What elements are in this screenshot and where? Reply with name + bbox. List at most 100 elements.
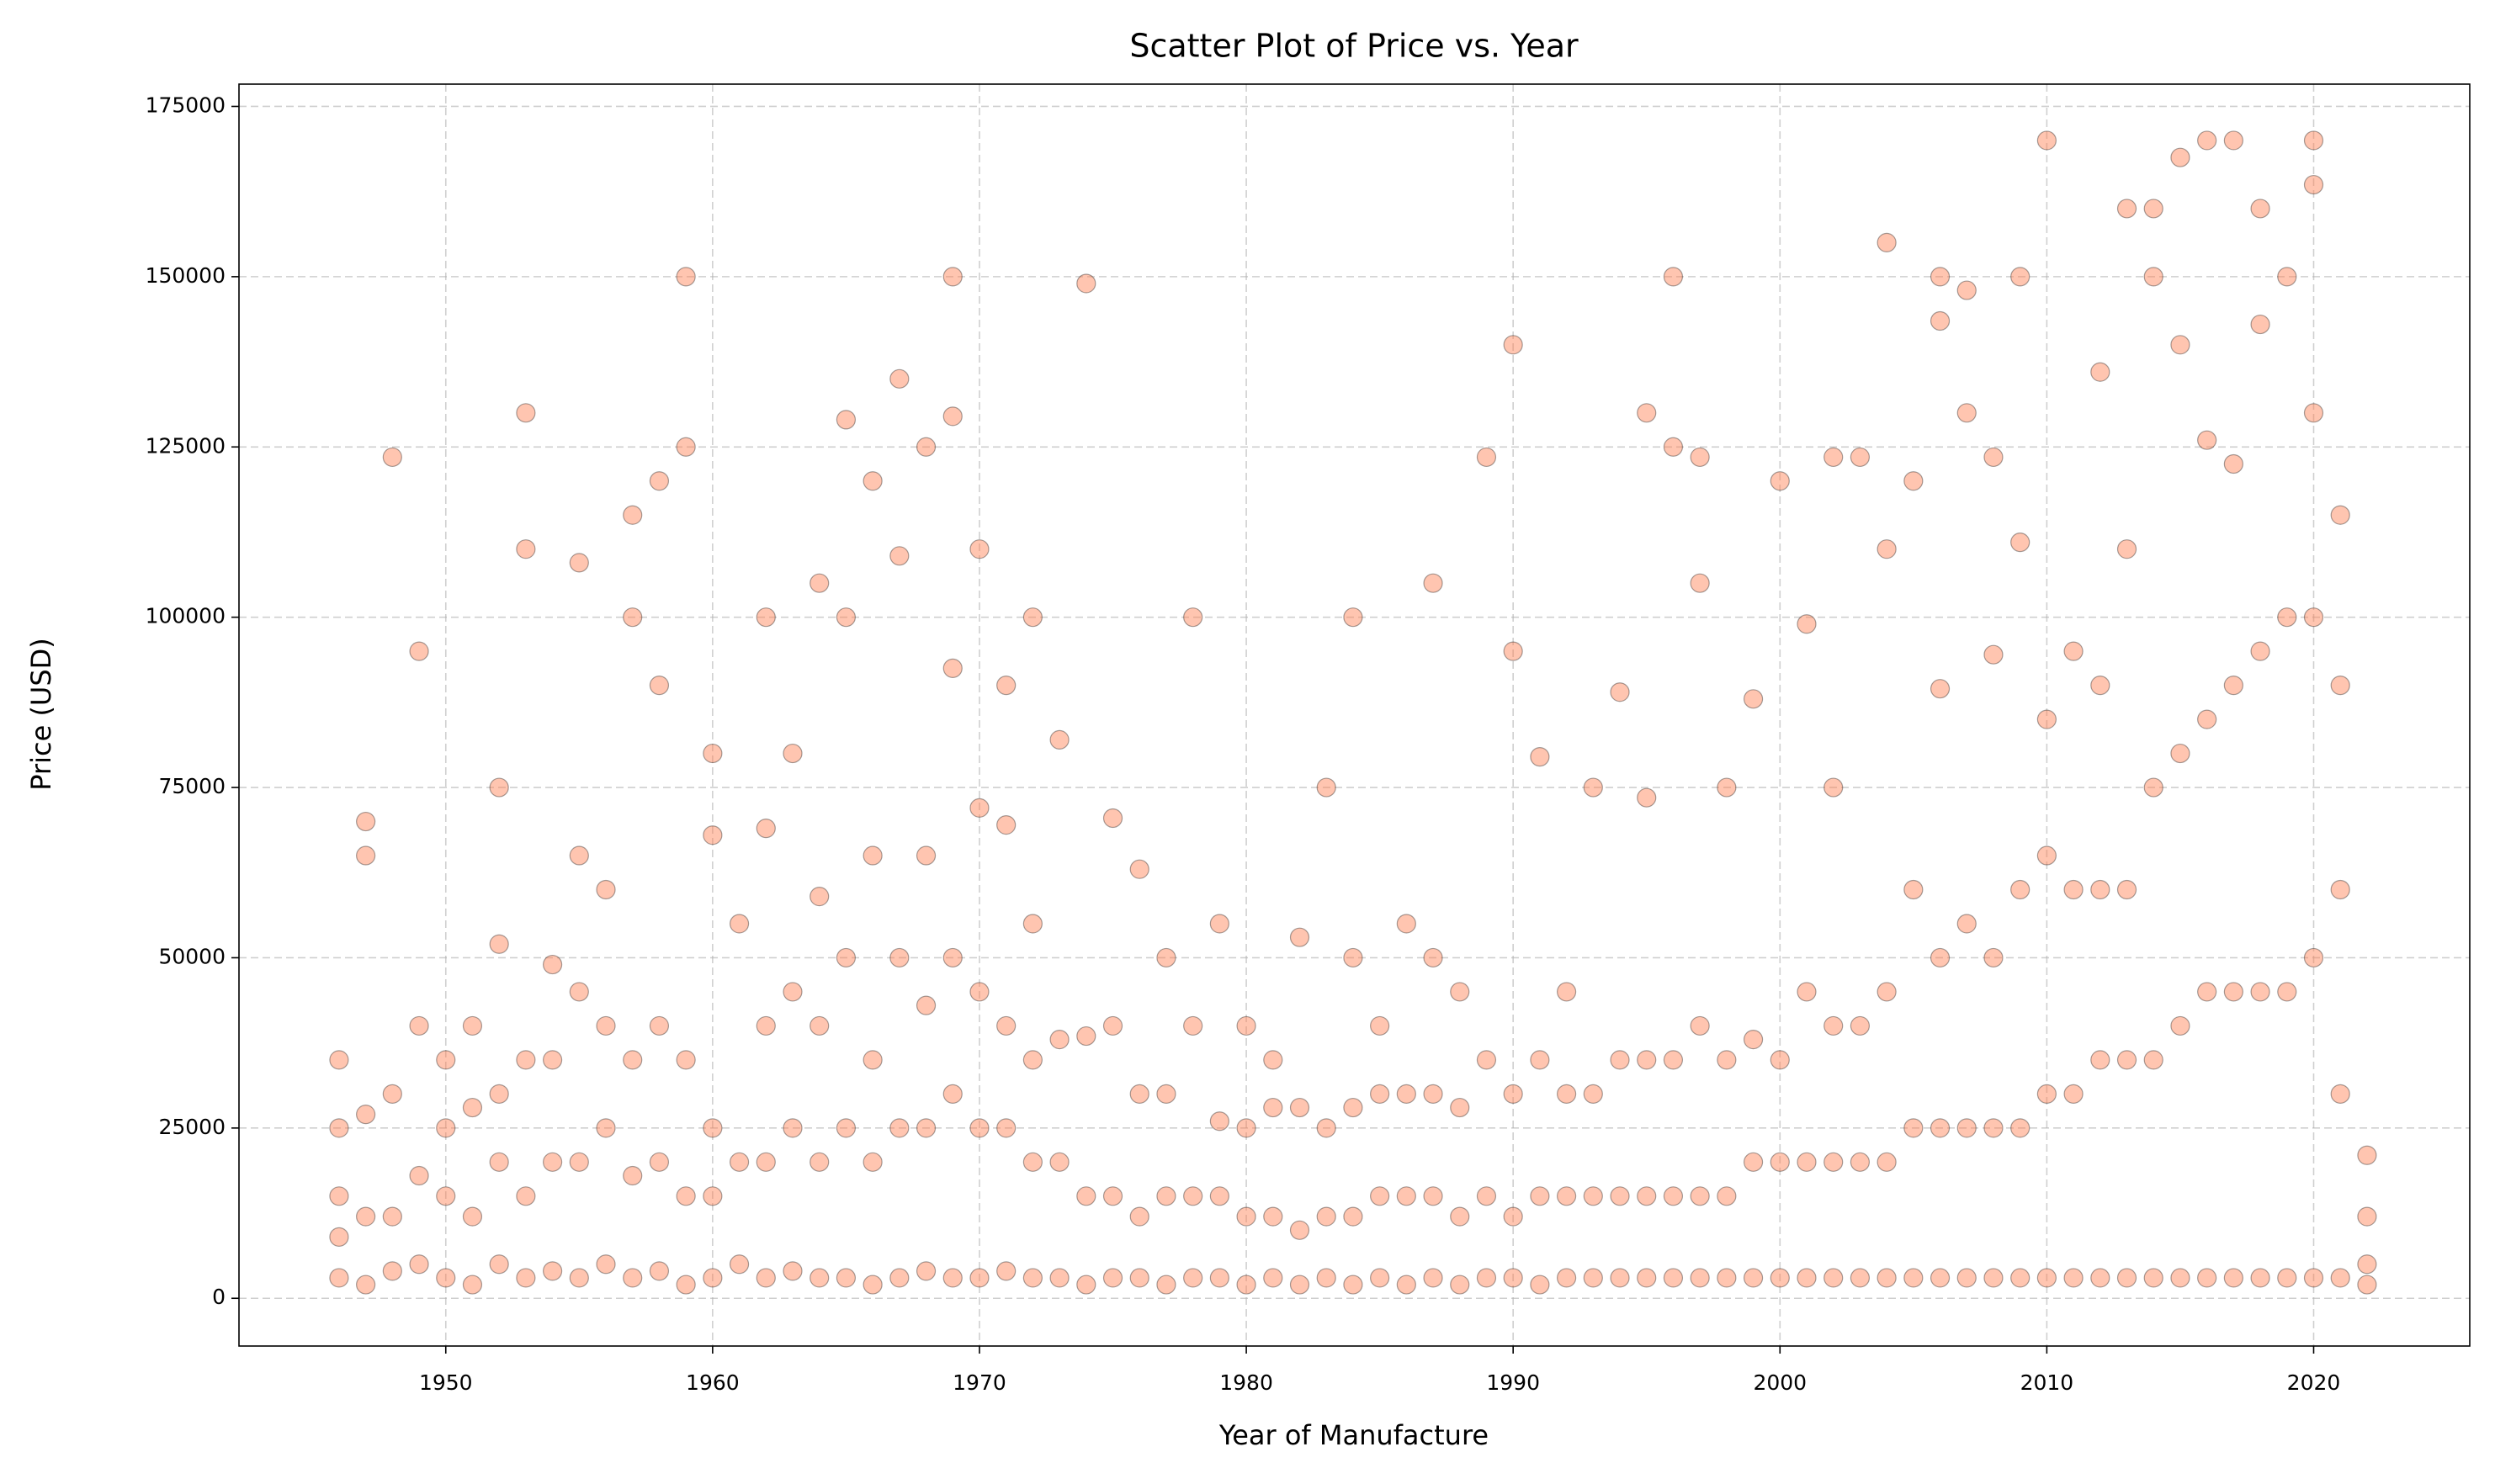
point (1450, 1097, 1470, 1118)
point (942, 1084, 963, 1104)
point (1076, 1186, 1096, 1206)
point (2063, 1268, 2084, 1288)
point (2250, 1268, 2270, 1288)
point (1129, 1206, 1149, 1227)
point (1797, 1152, 1817, 1172)
point (836, 1118, 857, 1138)
x-axis-label: Year of Manufacture (1218, 1419, 1489, 1451)
point (2143, 777, 2163, 798)
point (1583, 1084, 1603, 1104)
point (2143, 1050, 2163, 1070)
point (1770, 1050, 1790, 1070)
point (1556, 1084, 1577, 1104)
point (356, 845, 376, 866)
point (356, 1105, 376, 1125)
point (1797, 1268, 1817, 1288)
point (623, 505, 643, 525)
point (1503, 1206, 1523, 1227)
y-tick-label: 0 (212, 1285, 226, 1309)
point (729, 1152, 750, 1172)
point (2197, 982, 2217, 1002)
point (1743, 1030, 1764, 1050)
point (649, 1261, 670, 1281)
point (1049, 1268, 1070, 1288)
point (2357, 1206, 2377, 1227)
point (1263, 1268, 1283, 1288)
point (1396, 914, 1416, 934)
point (1663, 1186, 1684, 1206)
point (1156, 947, 1176, 968)
point (2090, 879, 2110, 900)
point (2303, 1268, 2324, 1288)
point (996, 1261, 1017, 1281)
point (2036, 709, 2057, 729)
point (2090, 1268, 2110, 1288)
point (596, 1118, 616, 1138)
point (1823, 1268, 1844, 1288)
point (2250, 982, 2270, 1002)
point (2170, 335, 2190, 355)
point (2063, 641, 2084, 661)
point (1503, 335, 1523, 355)
point (1690, 1015, 1710, 1036)
y-tick-label: 25000 (158, 1115, 226, 1139)
point (1209, 914, 1229, 934)
point (810, 1152, 830, 1172)
point (1396, 1186, 1416, 1206)
point (836, 607, 857, 628)
point (489, 1084, 509, 1104)
point (649, 1152, 670, 1172)
point (889, 947, 910, 968)
x-tick-label: 1960 (686, 1370, 740, 1395)
point (1930, 310, 1951, 331)
point (1637, 1186, 1657, 1206)
point (1556, 1268, 1577, 1288)
point (623, 1165, 643, 1186)
point (2303, 403, 2324, 423)
plot-frame (238, 83, 2471, 1347)
point (676, 1186, 696, 1206)
point (516, 403, 536, 423)
point (382, 1261, 402, 1281)
point (1610, 1268, 1630, 1288)
point (569, 1268, 589, 1288)
point (1129, 859, 1149, 879)
point (1263, 1206, 1283, 1227)
point (2223, 130, 2243, 151)
point (542, 1261, 563, 1281)
point (2223, 982, 2243, 1002)
point (1370, 1186, 1390, 1206)
x-tick-label: 1950 (419, 1370, 473, 1395)
point (2090, 362, 2110, 382)
point (1983, 447, 2004, 468)
point (1156, 1084, 1176, 1104)
point (2330, 505, 2350, 525)
point (2197, 709, 2217, 729)
point (863, 1050, 883, 1070)
point (623, 607, 643, 628)
point (569, 845, 589, 866)
point (916, 1118, 937, 1138)
point (1530, 1186, 1550, 1206)
point (1236, 1118, 1256, 1138)
point (2303, 174, 2324, 195)
point (1743, 1268, 1764, 1288)
point (1316, 1206, 1336, 1227)
point (542, 1152, 563, 1172)
point (1396, 1084, 1416, 1104)
point (516, 1268, 536, 1288)
x-tick-label: 1990 (1486, 1370, 1540, 1395)
point (2143, 267, 2163, 287)
point (1263, 1050, 1283, 1070)
point (596, 1254, 616, 1275)
point (436, 1268, 456, 1288)
point (436, 1186, 456, 1206)
point (2330, 1084, 2350, 1104)
point (1450, 1206, 1470, 1227)
point (756, 1268, 776, 1288)
y-tick-label: 175000 (146, 93, 226, 117)
point (1102, 1015, 1123, 1036)
point (1022, 1152, 1043, 1172)
point (516, 1186, 536, 1206)
